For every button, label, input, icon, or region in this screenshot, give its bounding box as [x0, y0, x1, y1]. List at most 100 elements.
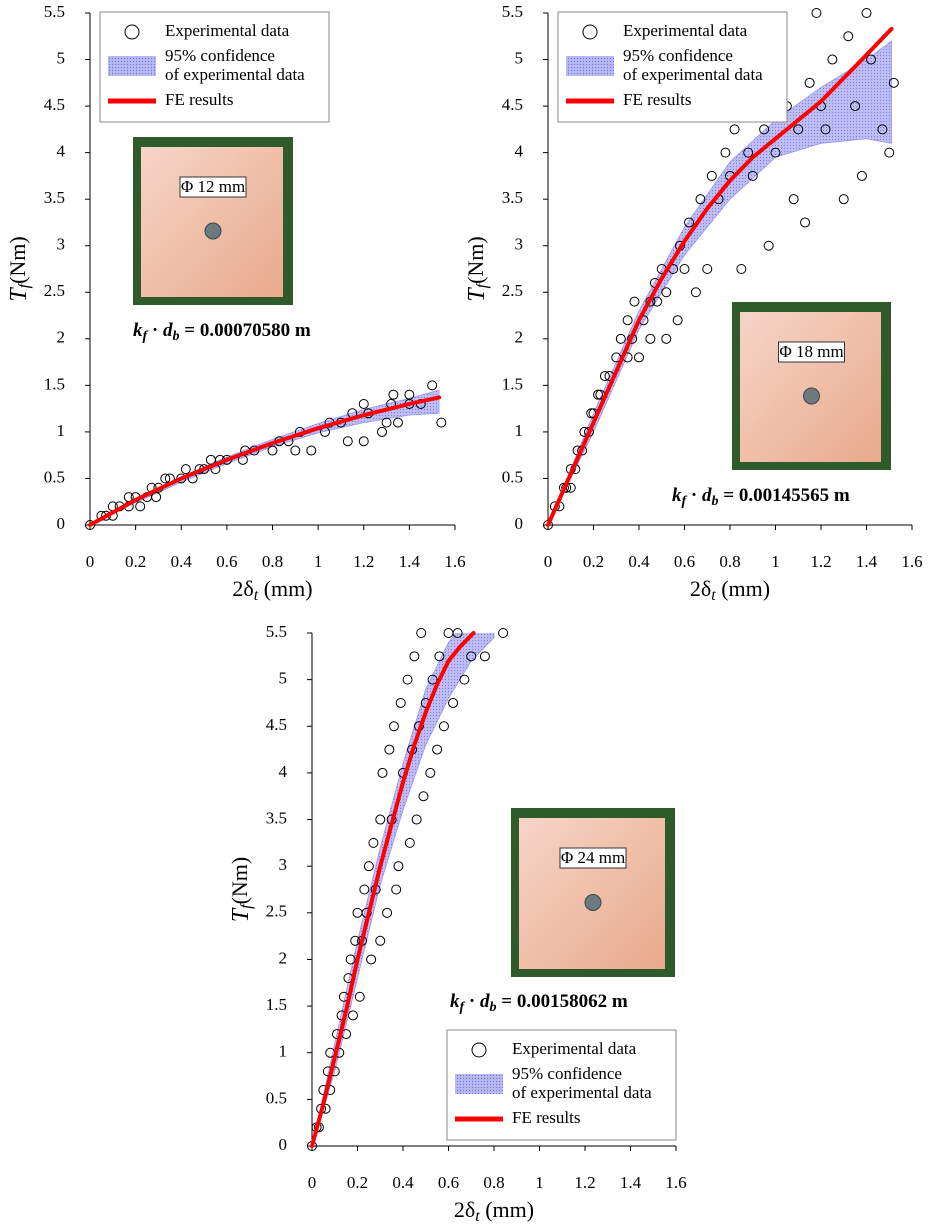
- bolt: [205, 223, 221, 239]
- data-point: [737, 265, 746, 274]
- data-point: [439, 722, 448, 731]
- data-point: [449, 698, 458, 707]
- data-point: [355, 992, 364, 1001]
- data-point: [152, 493, 161, 502]
- data-point: [801, 218, 810, 227]
- y-tick-label: 0: [515, 514, 524, 533]
- data-point: [460, 675, 469, 684]
- y-tick-label: 4.5: [266, 715, 287, 734]
- x-tick-label: 1.2: [574, 1173, 595, 1192]
- x-tick-label: 0.2: [125, 552, 146, 571]
- data-point: [369, 838, 378, 847]
- y-tick-label: 2: [515, 328, 524, 347]
- data-point: [707, 171, 716, 180]
- y-tick-label: 3.5: [502, 188, 523, 207]
- data-point: [623, 316, 632, 325]
- y-tick-label: 3.5: [44, 188, 65, 207]
- data-point: [405, 838, 414, 847]
- data-point: [385, 745, 394, 754]
- y-label-unit: (Nm): [5, 236, 30, 284]
- data-point: [662, 334, 671, 343]
- x-tick-label: 0.8: [483, 1173, 504, 1192]
- y-label-unit: (Nm): [463, 236, 488, 284]
- legend-label: Experimental data: [165, 21, 290, 40]
- annotation-part: d: [163, 320, 173, 341]
- annotation-part: d: [480, 991, 490, 1012]
- data-point: [393, 418, 402, 427]
- y-tick-label: 5.5: [502, 2, 523, 21]
- x-tick-label: 0.6: [438, 1173, 459, 1192]
- data-point: [444, 629, 453, 638]
- data-point: [412, 815, 421, 824]
- legend-label: of experimental data: [623, 65, 763, 84]
- data-point: [662, 288, 671, 297]
- y-tick-label: 3.5: [266, 808, 287, 827]
- legend-symbol: [455, 1074, 503, 1094]
- data-point: [389, 722, 398, 731]
- x-tick-label: 0.4: [171, 552, 193, 571]
- data-point: [862, 9, 871, 18]
- y-tick-label: 1: [57, 421, 66, 440]
- y-tick-label: 5: [515, 48, 524, 67]
- y-axis-label: Tf(Nm): [5, 236, 33, 301]
- data-point: [428, 381, 437, 390]
- x-tick-label: 1.4: [399, 552, 421, 571]
- legend-label: Experimental data: [512, 1039, 637, 1058]
- annotation-part: k: [672, 485, 682, 506]
- data-point: [844, 32, 853, 41]
- data-point: [789, 195, 798, 204]
- y-tick-label: 1: [515, 421, 524, 440]
- y-label-unit: (Nm): [227, 857, 252, 905]
- data-point: [268, 446, 277, 455]
- annotation: kf · db = 0.00145565 m: [672, 485, 850, 509]
- chart: 00.20.40.60.811.21.41.600.511.522.533.54…: [5, 2, 466, 604]
- data-point: [646, 334, 655, 343]
- annotation-part: b: [490, 1000, 497, 1015]
- annotation-part: = 0.00158062 m: [497, 991, 628, 1012]
- data-point: [353, 908, 362, 917]
- data-point: [376, 815, 385, 824]
- x-axis-label: 2δt (mm): [454, 1197, 534, 1225]
- data-point: [857, 171, 866, 180]
- data-point: [376, 936, 385, 945]
- x-tick-label: 1.6: [901, 552, 922, 571]
- data-point: [691, 288, 700, 297]
- annotation: kf · db = 0.00158062 m: [450, 991, 628, 1015]
- x-label-unit: (mm): [258, 576, 312, 601]
- data-point: [433, 745, 442, 754]
- data-point: [378, 768, 387, 777]
- x-axis-label: 2δt (mm): [690, 576, 770, 604]
- data-point: [839, 195, 848, 204]
- data-point: [499, 629, 508, 638]
- chart: 00.20.40.60.811.21.41.600.511.522.533.54…: [463, 2, 923, 604]
- x-tick-label: 0.4: [392, 1173, 414, 1192]
- x-tick-label: 0.8: [262, 552, 283, 571]
- legend-label: of experimental data: [165, 65, 305, 84]
- annotation-part: b: [712, 494, 719, 509]
- y-tick-label: 0.5: [44, 467, 65, 486]
- legend-label: FE results: [623, 90, 691, 109]
- data-point: [405, 390, 414, 399]
- data-point: [721, 148, 730, 157]
- legend-label: 95% confidence: [165, 46, 275, 65]
- x-label-unit: (mm): [716, 576, 770, 601]
- x-label-main: 2δ: [690, 576, 711, 601]
- annotation-part: ·: [686, 485, 702, 506]
- y-tick-label: 4: [279, 762, 288, 781]
- data-point: [630, 297, 639, 306]
- data-point: [635, 353, 644, 362]
- y-tick-label: 5.5: [44, 2, 65, 21]
- x-tick-label: 0: [308, 1173, 317, 1192]
- y-tick-label: 1: [279, 1042, 288, 1061]
- y-tick-label: 0: [279, 1135, 288, 1154]
- y-tick-label: 2.5: [44, 281, 65, 300]
- annotation: kf · db = 0.00070580 m: [133, 320, 311, 344]
- y-tick-label: 4: [515, 142, 524, 161]
- data-point: [594, 390, 603, 399]
- x-label-main: 2δ: [232, 576, 253, 601]
- legend-label: 95% confidence: [623, 46, 733, 65]
- data-point: [437, 418, 446, 427]
- data-point: [703, 265, 712, 274]
- y-tick-label: 5: [279, 669, 288, 688]
- photo-label: Φ 12 mm: [181, 177, 245, 196]
